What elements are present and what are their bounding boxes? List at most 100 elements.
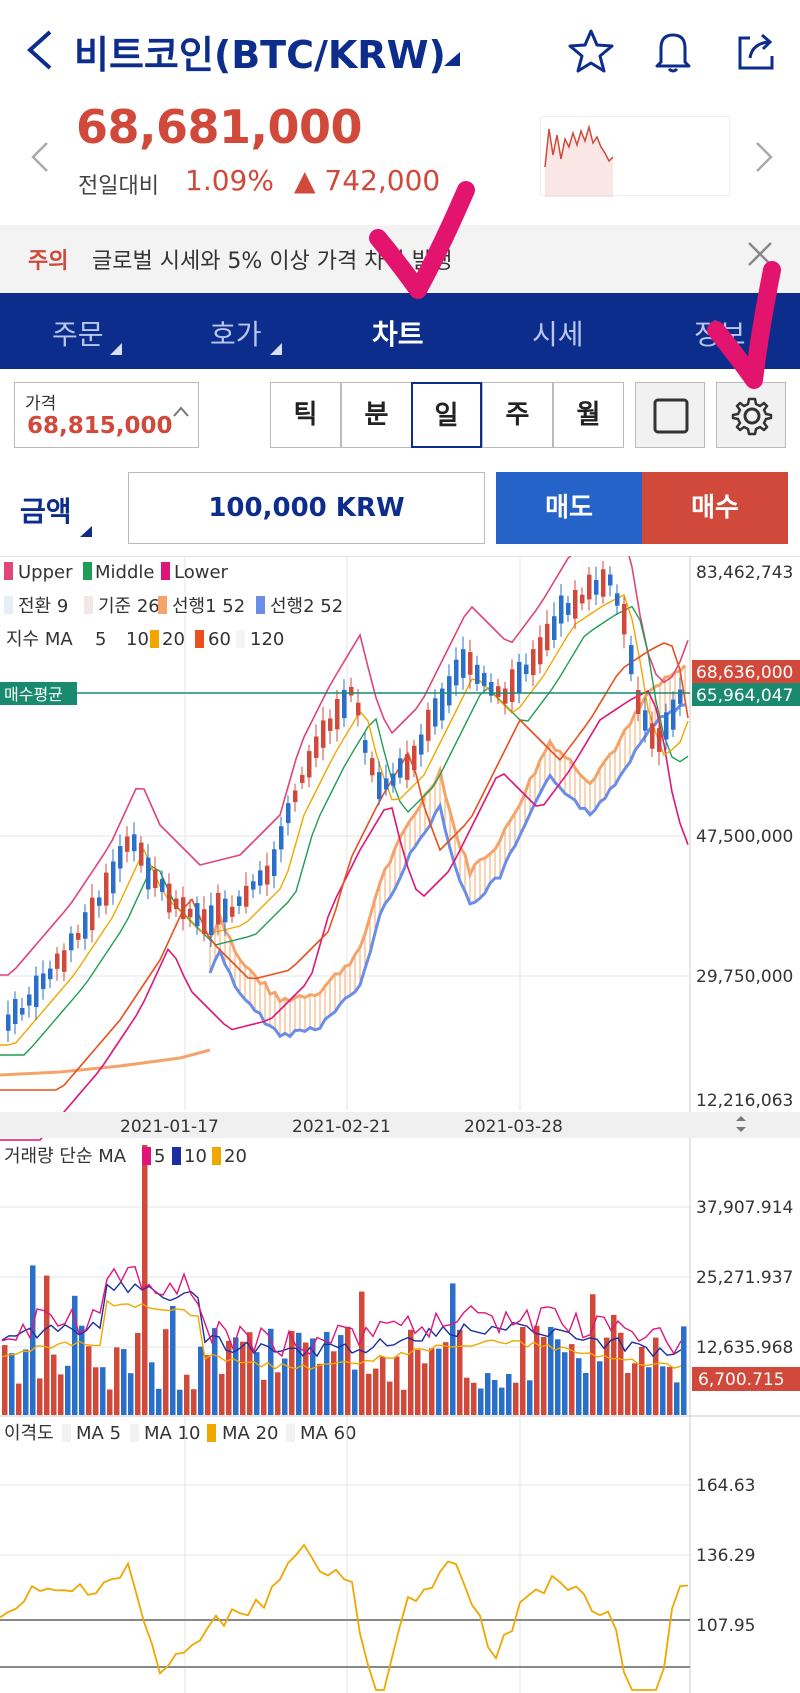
page-title[interactable]: 비트코인(BTC/KRW) [74,33,446,77]
disparity-y-axis: 164.63 136.29 107.95 [696,1476,755,1636]
candle-body [216,892,221,925]
volume-bar [681,1326,687,1415]
candle-body [650,723,655,749]
share-icon[interactable] [732,26,782,76]
period-week-button[interactable]: 주 [482,382,553,448]
resize-handle-icon[interactable] [736,1116,746,1132]
volume-bar [611,1314,617,1415]
disp-swatch-ma10 [130,1424,139,1442]
change-percent: 1.09% [185,164,274,197]
title-dropdown-icon[interactable] [444,52,460,66]
legend-swatch-ma60 [195,630,204,648]
square-icon [653,398,689,434]
bollinger-middle [0,605,689,1056]
candle-body [531,649,536,676]
amount-dropdown-icon[interactable] [80,526,92,537]
candle-body [223,898,228,923]
candle-body [174,898,179,909]
price-selector[interactable]: 가격 68,815,000 [14,382,199,448]
next-coin-icon[interactable] [754,140,774,174]
period-month-button[interactable]: 월 [553,382,624,448]
candle-body [524,664,529,675]
y-label-bottom: 12,216,063 [696,1091,793,1111]
volume-bar [366,1373,372,1415]
y-label-mid: 47,500,000 [696,827,793,847]
tab-order-corner-icon [110,343,122,355]
tab-info[interactable]: 정보 [694,318,746,351]
candle-body [139,842,144,866]
volume-bar [30,1265,36,1415]
candle-body [132,834,137,852]
candle-body [419,734,424,755]
volume-bar [240,1341,246,1415]
volume-bar [660,1366,666,1415]
volume-bar [303,1342,309,1415]
period-day-button[interactable]: 일 [411,382,482,448]
volume-bar [247,1332,253,1415]
candle-body [13,999,18,1024]
tab-order[interactable]: 주문 [52,318,104,351]
volume-bar [443,1342,449,1415]
buy-button[interactable]: 매수 [642,472,788,544]
mini-price-chart[interactable] [540,116,730,197]
volume-bar [527,1380,533,1415]
notice-banner[interactable]: 주의 글로벌 시세와 5% 이상 가격 차이 발생 [0,225,800,293]
star-icon[interactable] [566,26,616,76]
volume-bar [65,1365,71,1415]
legend-ma60: 60 [208,629,231,650]
volume-bar [324,1331,330,1415]
amount-mode-selector[interactable]: 금액 [20,495,72,528]
candle-body [69,933,74,951]
vol-legend-20: 20 [224,1146,247,1167]
vol-ma10-line [1,1280,682,1358]
bell-icon[interactable] [648,26,698,76]
candle-body [349,686,354,696]
close-icon[interactable] [746,240,774,268]
volume-bar [653,1337,659,1415]
main-legend: Upper Middle Lower 전환 9 기준 26 선행1 52 선행2… [4,562,343,650]
tab-orderbook[interactable]: 호가 [210,318,262,351]
volume-bar [471,1382,477,1415]
candle-body [622,603,627,635]
volume-bar [44,1275,50,1415]
volume-bar [23,1349,29,1415]
candle-body [328,718,333,731]
legend-lead1: 선행1 52 [172,596,245,617]
vol-legend-5: 5 [154,1146,165,1167]
tab-chart[interactable]: 차트 [372,318,424,351]
legend-swatch-lower [161,562,170,580]
tab-market[interactable]: 시세 [532,318,584,351]
candle-body [657,728,662,752]
settings-button[interactable] [716,382,786,448]
candle-body [377,772,382,800]
price-chart[interactable]: Upper Middle Lower 전환 9 기준 26 선행1 52 선행2… [0,556,800,1693]
candle-body [454,659,459,686]
disp-legend-ma5: MA 5 [76,1423,121,1444]
candle-body [251,881,256,890]
period-minute-button[interactable]: 분 [341,382,412,448]
candle-body [538,637,543,665]
amount-input[interactable]: 100,000 KRW [128,472,485,544]
back-icon[interactable] [22,28,58,72]
volume-bar [184,1374,190,1415]
candle-body [181,897,186,920]
prev-coin-icon[interactable] [30,140,50,174]
period-tick-button[interactable]: 틱 [270,382,341,448]
volume-bar [387,1381,393,1415]
volume-bar [275,1372,281,1415]
candle-body [188,908,193,918]
candle-body [587,574,592,600]
candle-body [482,672,487,686]
fullscreen-button[interactable] [635,382,705,448]
legend-swatch-lead1 [158,596,167,614]
disp-y-1: 164.63 [696,1476,755,1496]
current-price: 68,681,000 [76,100,363,154]
candle-body [83,912,88,939]
candle-body [517,661,522,694]
candle-body [615,593,620,606]
candle-body [573,590,578,619]
volume-bar [436,1348,442,1415]
volume-bar [149,1362,155,1415]
sell-button[interactable]: 매도 [496,472,642,544]
vol-ma20-line [1,1299,682,1371]
